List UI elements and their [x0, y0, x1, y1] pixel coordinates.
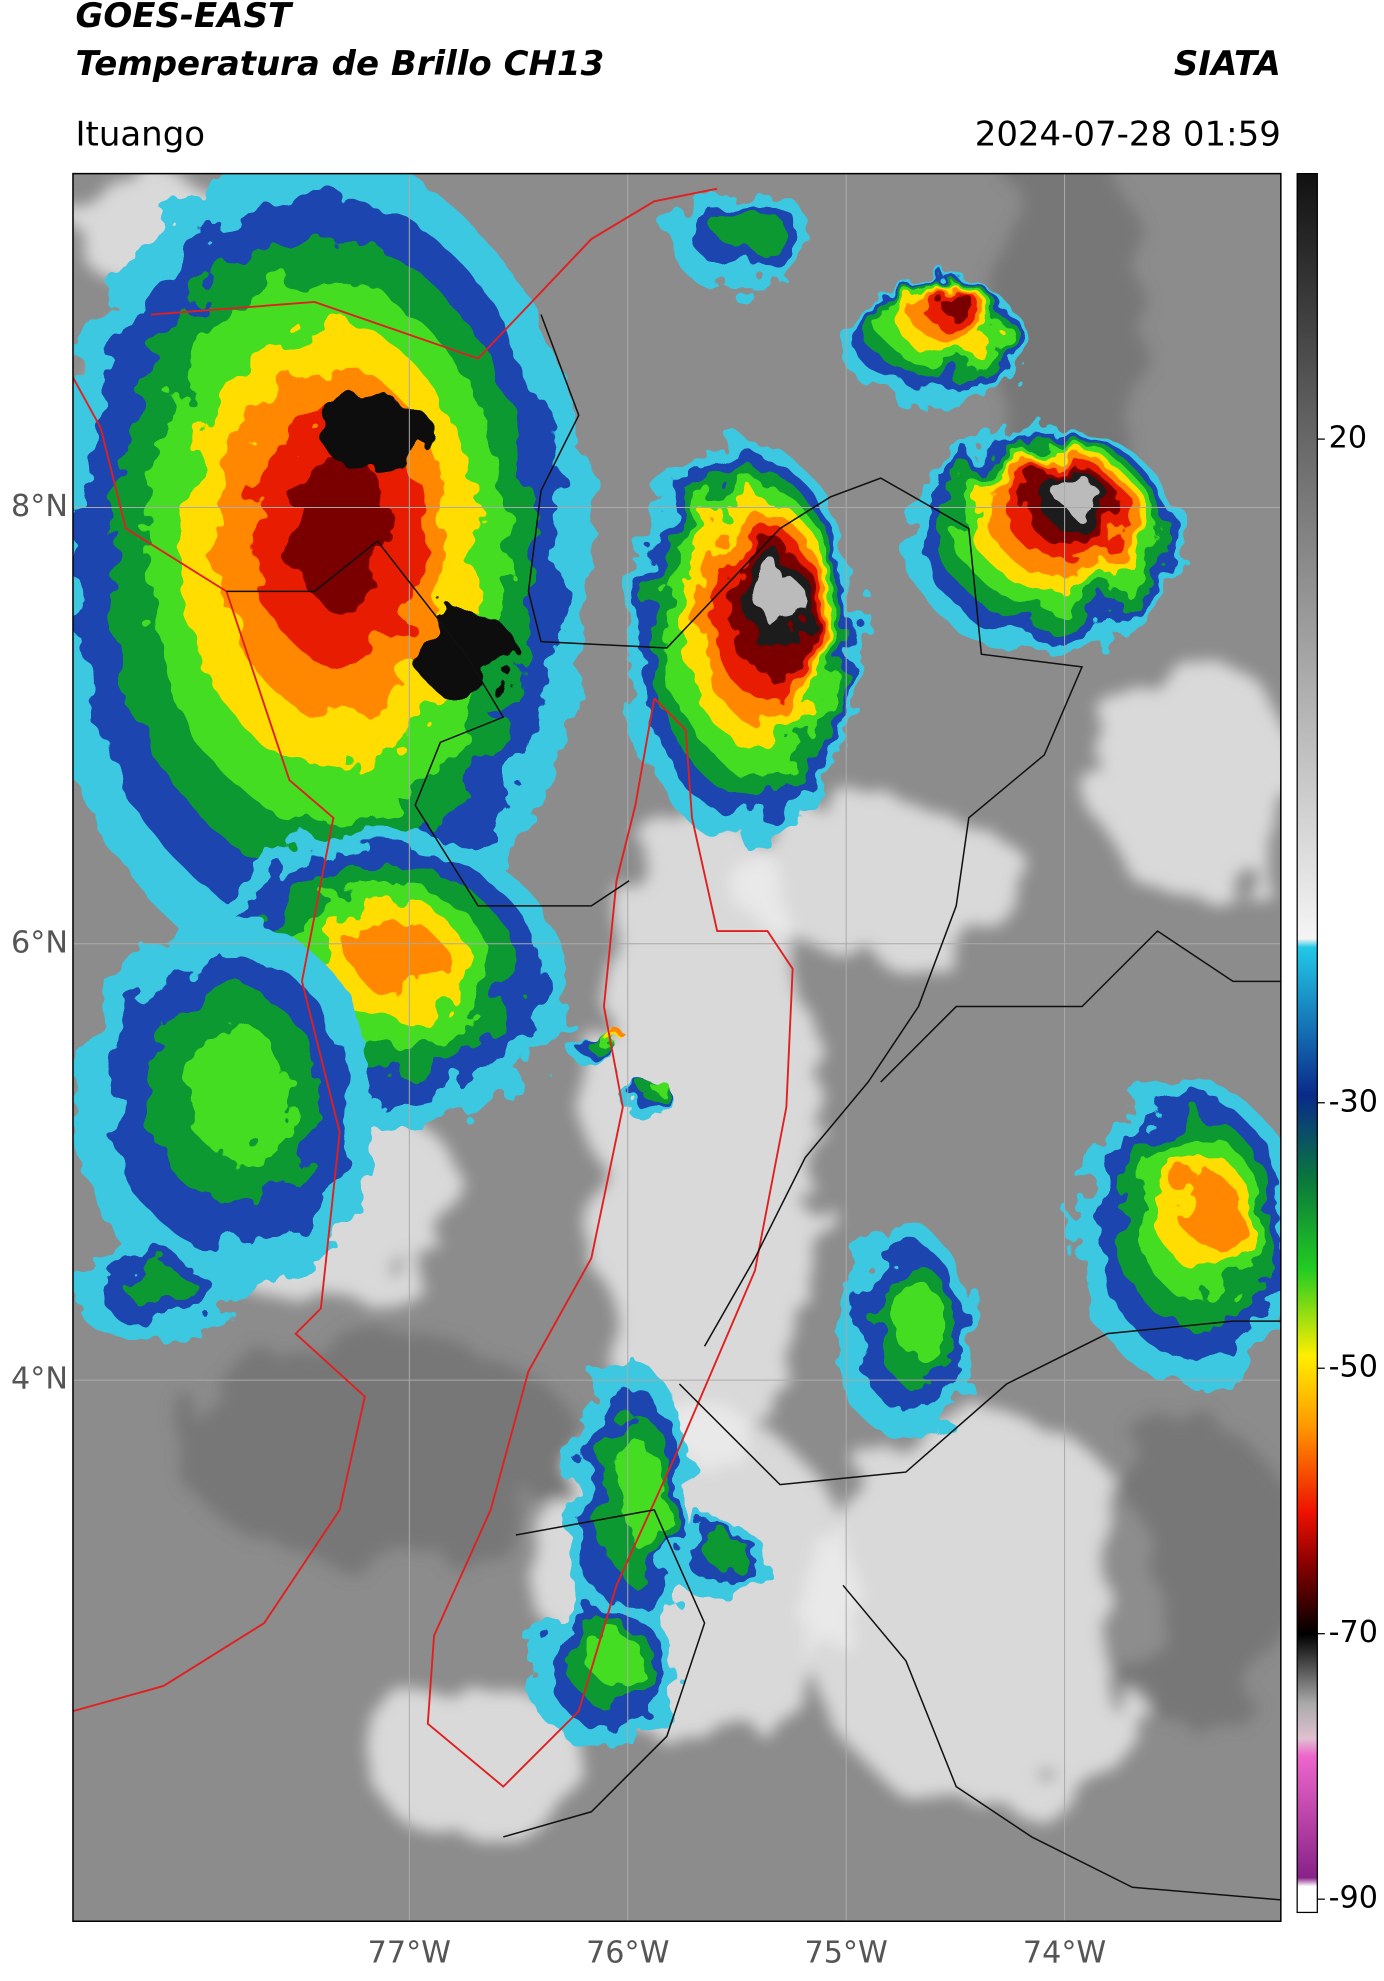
- storm-level: [1057, 478, 1100, 513]
- storm-level: [893, 1281, 942, 1356]
- storm-level: [124, 1263, 193, 1309]
- timestamp: 2024-07-28 01:59: [975, 114, 1281, 154]
- storm-level: [618, 1442, 663, 1548]
- colorbar-tick-label: -70: [1329, 1615, 1378, 1650]
- cloud-patch: [591, 805, 818, 1460]
- storm-core: [320, 396, 435, 472]
- lon-tick-label: 76°W: [586, 1935, 669, 1970]
- storm-level: [185, 1026, 291, 1158]
- storm-level: [1180, 1171, 1236, 1245]
- colorbar-tick-label: -30: [1329, 1084, 1378, 1119]
- title: GOES-EAST: [75, 0, 293, 36]
- cloud-patch: [364, 1685, 592, 1837]
- colorbar: [1296, 172, 1318, 1914]
- colorbar-tick-label: -50: [1329, 1350, 1378, 1385]
- storm-level: [702, 1533, 748, 1567]
- agency: SIATA: [1174, 44, 1281, 84]
- colorbar-tick-label: -90: [1329, 1881, 1378, 1916]
- storm-level: [588, 1632, 642, 1685]
- storm-level: [939, 292, 976, 317]
- cloud-patch: [1094, 654, 1281, 906]
- storm-level: [289, 453, 393, 609]
- subtitle: Temperatura de Brillo CH13: [75, 44, 604, 84]
- location: Ituango: [75, 114, 205, 154]
- lat-tick-label: 8°N: [11, 489, 68, 524]
- cloud-patch: [729, 805, 1032, 957]
- cloud-patch: [176, 1333, 579, 1561]
- lat-tick-label: 6°N: [11, 925, 68, 960]
- lat-tick-label: 4°N: [11, 1362, 68, 1397]
- cloud-patch: [1094, 1421, 1281, 1724]
- storm-level: [758, 565, 795, 627]
- storm-level: [716, 206, 784, 252]
- lon-tick-label: 74°W: [1023, 1935, 1106, 1970]
- lon-tick-label: 77°W: [368, 1935, 451, 1970]
- storm-level: [350, 919, 443, 993]
- colorbar-tick-label: 20: [1329, 421, 1367, 456]
- satellite-image: [72, 173, 1281, 1922]
- storm-level: [650, 1079, 669, 1093]
- lon-tick-label: 75°W: [804, 1935, 887, 1970]
- cloud-patch: [805, 1409, 1158, 1812]
- map-frame: [72, 172, 1282, 1922]
